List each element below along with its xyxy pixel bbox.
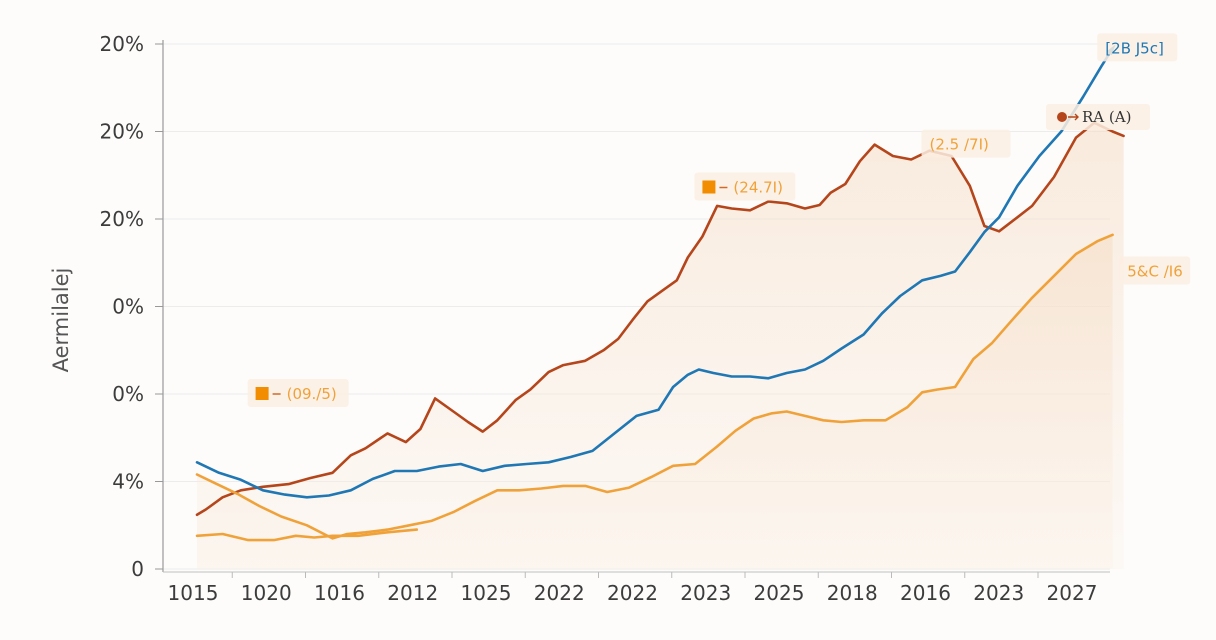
annotation-label: (24.7I) — [733, 179, 783, 197]
y-tick-label: 4% — [112, 470, 144, 494]
x-tick-label: 2022 — [607, 581, 658, 605]
series-line — [195, 528, 419, 542]
annotation: (24.7I) — [694, 172, 796, 201]
series-line — [195, 121, 1125, 517]
annotation-box — [921, 129, 1011, 158]
x-tick-label: 1016 — [314, 581, 365, 605]
annotation: [2B J5c] — [1097, 33, 1178, 62]
y-tick-label: 0% — [112, 295, 144, 319]
legend: RA (A) — [1046, 104, 1150, 130]
series-lines — [195, 44, 1125, 542]
x-tick-label: 1015 — [168, 581, 219, 605]
annotation-label: [2B J5c] — [1105, 39, 1164, 57]
legend-arrow-icon — [1068, 113, 1079, 121]
x-tick-label: 2016 — [900, 581, 951, 605]
legend-box — [1046, 104, 1150, 130]
annotation-label: (2.5 /7I) — [930, 136, 989, 154]
y-tick-label: 20% — [100, 120, 144, 144]
annotation: 5&C /I6 — [1119, 256, 1191, 285]
axes: 0 4% 0% 0% 20% 20% 20% 1015 1020 1016 2012 1025 2022… — [49, 32, 1110, 605]
x-tick-label: 2023 — [973, 581, 1024, 605]
y-tick-label: 20% — [100, 207, 144, 231]
legend-label: RA (A) — [1082, 108, 1131, 126]
x-tick-label: 2012 — [387, 581, 438, 605]
annotation-box — [247, 379, 349, 407]
series-line — [195, 233, 1114, 540]
fill-areas — [197, 122, 1124, 570]
x-tick-label: 2027 — [1047, 581, 1098, 605]
series-fill — [197, 234, 1113, 570]
legend-marker-icon — [1057, 112, 1067, 122]
x-tick-label: 1020 — [241, 581, 292, 605]
annotation: (2.5 /7I) — [921, 129, 1011, 158]
annotation-label: 5&C /I6 — [1127, 263, 1183, 281]
x-tick-label: 2023 — [680, 581, 731, 605]
y-axis-label: Aermilalej — [49, 268, 73, 373]
y-tick-label: 0 — [131, 557, 144, 581]
annotation-box — [1097, 33, 1178, 62]
annotation-box — [694, 172, 796, 201]
series-line — [195, 47, 1114, 499]
annotations: (2.5 /7I) (24.7I) (09./5) [2B J5c] 5&C /I6 — [247, 33, 1191, 407]
x-tick-label: 2022 — [534, 581, 585, 605]
x-tick-label: 2025 — [754, 581, 805, 605]
x-tick-label: 2018 — [827, 581, 878, 605]
y-tick-label: 20% — [100, 32, 144, 56]
annotation-box — [1119, 256, 1191, 285]
annotation-marker-icon — [702, 180, 716, 194]
y-tick-label: 0% — [112, 382, 144, 406]
annotation-label: (09./5) — [287, 385, 337, 403]
annotation-marker-icon — [255, 387, 269, 400]
annotation: (09./5) — [247, 379, 349, 407]
x-tick-label: 1025 — [461, 581, 512, 605]
